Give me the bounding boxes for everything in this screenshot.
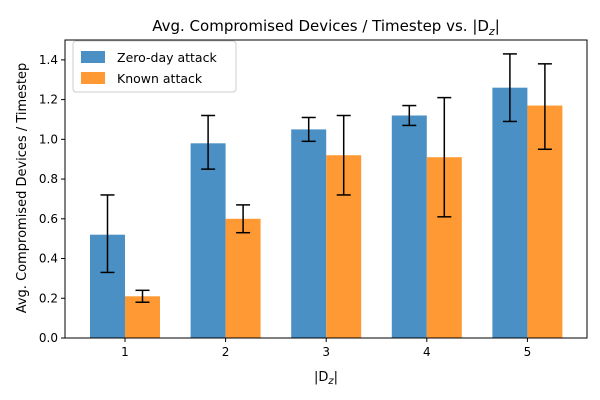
y-tick-label: 0.0: [39, 331, 58, 345]
y-tick-label: 1.2: [39, 93, 58, 107]
y-tick-label: 0.6: [39, 212, 58, 226]
y-tick-label: 1.0: [39, 132, 58, 146]
bar-known-1: [125, 296, 160, 338]
x-tick-label: 4: [423, 345, 431, 359]
x-tick-label: 5: [524, 345, 532, 359]
y-axis-label: Avg. Compromised Devices / Timestep: [15, 63, 30, 314]
legend-frame: [72, 40, 237, 93]
legend-swatch-known: [81, 72, 105, 84]
legend-label-known: Known attack: [117, 71, 203, 86]
x-tick-label: 2: [222, 345, 230, 359]
y-tick-label: 0.8: [39, 172, 58, 186]
legend-swatch-zero-day: [81, 51, 105, 63]
y-tick-label: 0.4: [39, 252, 58, 266]
bar-zero-day-2: [190, 143, 226, 338]
x-axis-label: |Dz|: [314, 370, 338, 387]
bar-zero-day-5: [492, 87, 528, 339]
bar-known-2: [225, 218, 261, 338]
legend-label-zero-day: Zero-day attack: [117, 50, 217, 65]
x-tick-label: 1: [121, 345, 129, 359]
x-tick-label: 3: [322, 345, 330, 359]
chart-title: Avg. Compromised Devices / Timestep vs. …: [152, 17, 500, 38]
bar-zero-day-4: [391, 115, 427, 338]
legend: Zero-day attack Known attack: [72, 40, 237, 93]
y-tick-label: 0.2: [39, 291, 58, 305]
bar-zero-day-3: [291, 129, 327, 338]
y-tick-label: 1.4: [39, 53, 58, 67]
plot-area: 0.0 0.2 0.4 0.6 0.8 1.0 1.2 1.4 1 2 3 4 5: [39, 39, 588, 359]
